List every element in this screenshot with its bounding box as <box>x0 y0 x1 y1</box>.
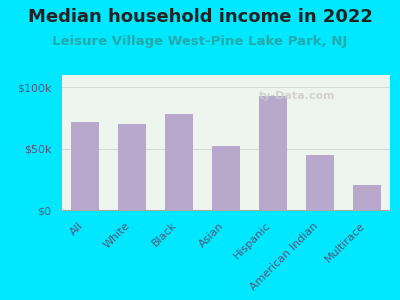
Text: ty-Data.com: ty-Data.com <box>259 91 336 101</box>
Bar <box>165 114 193 210</box>
Bar <box>118 124 146 210</box>
Bar <box>306 155 334 210</box>
Text: Median household income in 2022: Median household income in 2022 <box>28 8 372 26</box>
Text: Leisure Village West-Pine Lake Park, NJ: Leisure Village West-Pine Lake Park, NJ <box>52 34 348 47</box>
Bar <box>259 96 287 210</box>
Bar <box>212 146 240 210</box>
Bar <box>71 122 100 210</box>
Bar <box>352 185 381 210</box>
